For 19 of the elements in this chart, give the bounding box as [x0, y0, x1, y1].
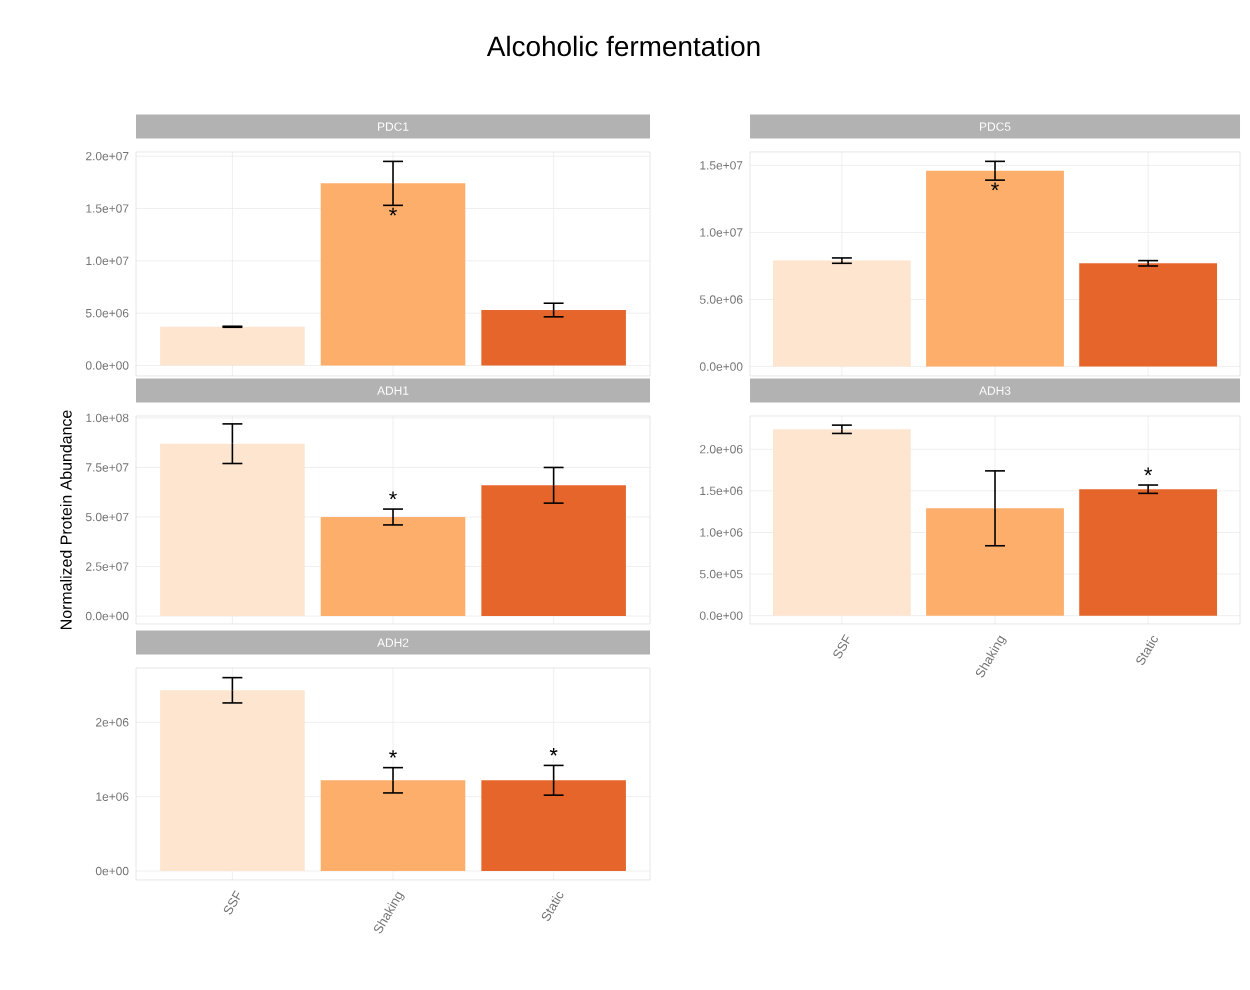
- bar: [481, 310, 626, 366]
- bar: [481, 485, 626, 617]
- bar: [926, 508, 1064, 616]
- bar: [772, 260, 911, 367]
- annotation: *: [389, 207, 397, 216]
- annotation: *: [389, 750, 397, 758]
- bar: [160, 326, 305, 366]
- bar: [320, 183, 466, 366]
- annotation: *: [991, 182, 999, 191]
- annotation: *: [389, 491, 397, 500]
- bar: [320, 516, 466, 617]
- bar: [1079, 263, 1218, 367]
- bar: [926, 170, 1064, 367]
- chart-title: Alcoholic fermentation: [486, 35, 760, 57]
- annotation: *: [1144, 467, 1153, 476]
- annotation: *: [549, 747, 558, 756]
- bar: [1079, 489, 1218, 616]
- bar: [160, 443, 305, 617]
- bar: [772, 429, 911, 616]
